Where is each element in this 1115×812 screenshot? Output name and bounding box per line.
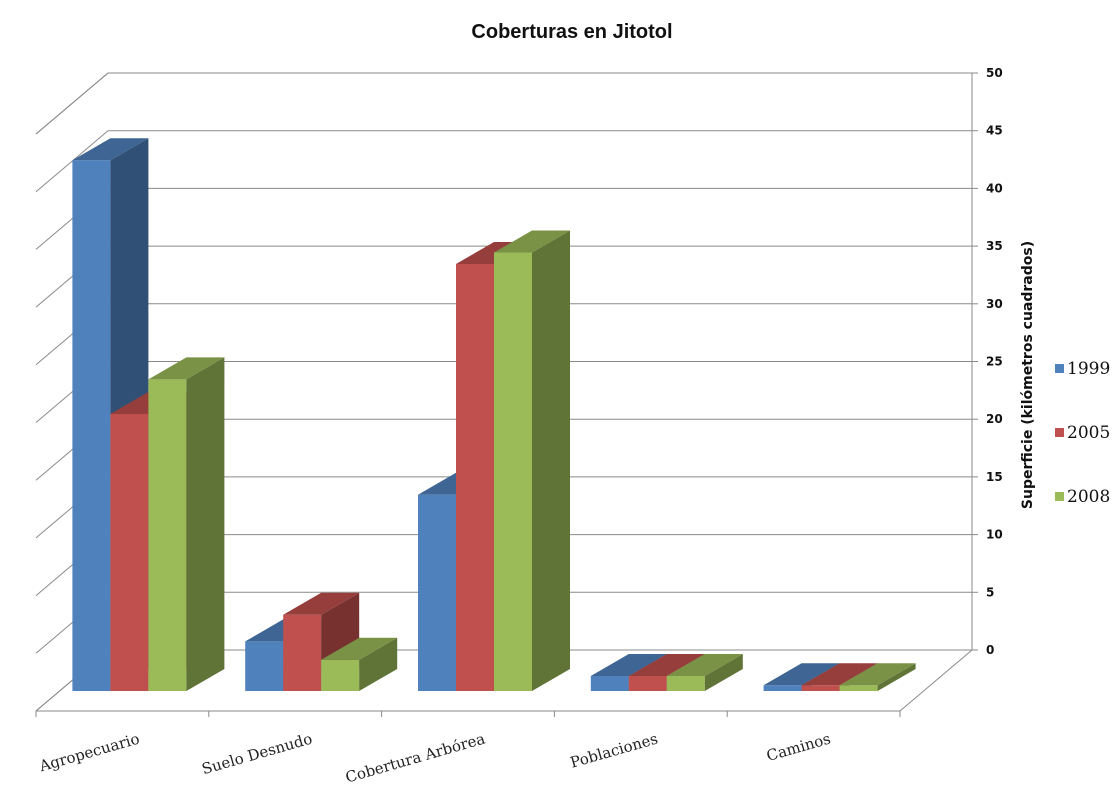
y-tick-label: 5 — [986, 585, 994, 599]
legend-label: 2005 — [1067, 423, 1110, 443]
bar-top — [283, 592, 360, 615]
category-label: Poblaciones — [568, 730, 660, 772]
y-tick-label: 45 — [986, 124, 1003, 138]
category-label: Caminos — [764, 730, 832, 765]
bar-front — [666, 676, 705, 691]
bar-side — [359, 637, 398, 691]
legend-swatch — [1055, 364, 1064, 373]
bar-2008 — [666, 654, 743, 691]
legend-label: 1999 — [1067, 359, 1110, 379]
bar-top — [666, 654, 743, 676]
bar-top — [839, 663, 916, 686]
bar-front — [418, 494, 456, 691]
legend-swatch — [1055, 428, 1064, 437]
y-tick-label: 35 — [986, 239, 1003, 253]
bar-front — [801, 685, 840, 691]
bar-top — [494, 230, 570, 253]
bar-side — [532, 230, 570, 691]
bar-top — [590, 654, 667, 676]
y-tick-label: 10 — [986, 528, 1003, 542]
category-label: Cobertura Arbórea — [343, 730, 487, 787]
bar-side — [877, 663, 916, 691]
legend: 1999 2005 2008 — [1055, 359, 1110, 507]
category-label: Agropecuario — [36, 730, 141, 776]
bar-front — [456, 264, 494, 691]
bar-front — [839, 685, 878, 691]
y-axis-label: Superficie (kilómetros cuadrados) — [1020, 241, 1036, 509]
bar-front — [590, 676, 629, 691]
bar-top — [321, 637, 398, 660]
bar-top — [72, 138, 149, 161]
bar-front — [321, 659, 360, 691]
y-tick-label: 15 — [986, 470, 1003, 484]
gridline-side — [35, 130, 109, 193]
legend-label: 2008 — [1067, 487, 1110, 507]
y-tick-label: 50 — [986, 66, 1003, 80]
bar-front — [148, 379, 187, 691]
bar-front — [763, 685, 802, 691]
y-tick-label: 20 — [986, 412, 1003, 426]
y-tick-label: 30 — [986, 297, 1003, 311]
bar-front — [110, 414, 149, 691]
bar-front — [494, 252, 532, 691]
bar-top — [763, 663, 840, 686]
gridline-side — [35, 72, 109, 135]
bar-front — [283, 614, 322, 691]
bars — [72, 138, 916, 691]
bar-top — [148, 357, 225, 380]
bar-side — [186, 357, 225, 691]
bar-2008 — [494, 230, 570, 691]
bar-front — [245, 641, 284, 691]
legend-swatch — [1055, 492, 1064, 501]
bar-2008 — [321, 637, 398, 691]
chart-title: Coberturas en Jitotol — [471, 21, 672, 43]
bar-top — [801, 663, 878, 686]
category-label: Suelo Desnudo — [200, 730, 315, 779]
y-tick-label: 25 — [986, 355, 1003, 369]
y-tick-label: 0 — [986, 643, 994, 657]
bar-top — [628, 654, 705, 676]
floor-edge — [899, 649, 973, 712]
bar-2008 — [839, 663, 916, 691]
y-tick-label: 40 — [986, 181, 1003, 195]
bar-front — [72, 160, 111, 691]
bar-front — [628, 676, 667, 691]
bar-2008 — [148, 357, 225, 691]
bar-side — [704, 654, 743, 691]
